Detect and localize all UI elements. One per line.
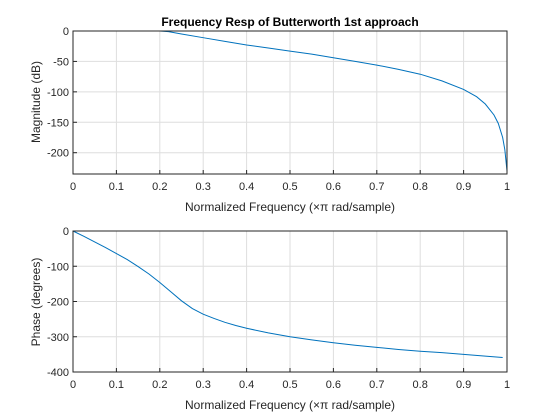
phase-x-tick-label: 0.1 (109, 379, 124, 391)
phase-x-tick-label: 0.8 (413, 379, 428, 391)
phase-axes: 0 0.1 0.2 0.3 0.4 0.5 0.6 0.7 0.8 0.9 1 -400 -300 -2… (29, 226, 510, 412)
phase-y-tick-label: -300 (47, 332, 69, 344)
magnitude-x-tick-label: 0.9 (456, 181, 471, 193)
phase-x-tick-label: 0.6 (326, 379, 341, 391)
magnitude-x-tick-label: 1 (504, 181, 510, 193)
phase-x-tick-label: 0.5 (282, 379, 297, 391)
magnitude-y-tick-label: -150 (47, 117, 69, 129)
magnitude-x-tick-label: 0.8 (413, 181, 428, 193)
phase-x-tick-label: 0 (70, 379, 76, 391)
phase-x-tick-label: 1 (504, 379, 510, 391)
magnitude-y-axis-label: Magnitude (dB) (29, 61, 43, 143)
phase-y-ticks: -400 -300 -200 -100 0 (47, 226, 77, 379)
phase-x-axis-label: Normalized Frequency (×π rad/sample) (185, 398, 395, 412)
magnitude-x-tick-label: 0.3 (196, 181, 211, 193)
phase-x-ticks: 0 0.1 0.2 0.3 0.4 0.5 0.6 0.7 0.8 0.9 1 (70, 368, 510, 391)
phase-curve (72, 230, 503, 359)
phase-x-tick-label: 0.2 (152, 379, 167, 391)
phase-x-tick-label: 0.3 (196, 379, 211, 391)
magnitude-axes: 0 0.1 0.2 0.3 0.4 0.5 0.6 0.7 0.8 0.9 1 -200 -150 -1… (29, 15, 510, 214)
magnitude-x-tick-label: 0 (70, 181, 76, 193)
phase-y-tick-label: -200 (47, 297, 69, 309)
magnitude-y-tick-label: -200 (47, 148, 69, 160)
magnitude-x-tick-label: 0.1 (109, 181, 124, 193)
phase-x-tick-label: 0.4 (239, 379, 254, 391)
magnitude-x-ticks: 0 0.1 0.2 0.3 0.4 0.5 0.6 0.7 0.8 0.9 1 (70, 170, 510, 193)
magnitude-x-tick-label: 0.5 (282, 181, 297, 193)
magnitude-x-axis-label: Normalized Frequency (×π rad/sample) (185, 200, 395, 214)
magnitude-y-tick-label: -50 (53, 56, 69, 68)
phase-y-tick-label: -100 (47, 261, 69, 273)
magnitude-y-ticks: -200 -150 -100 -50 0 (47, 26, 77, 160)
phase-y-tick-label: -400 (47, 367, 69, 379)
phase-x-tick-label: 0.7 (369, 379, 384, 391)
magnitude-x-tick-label: 0.7 (369, 181, 384, 193)
phase-y-axis-label: Phase (degrees) (29, 258, 43, 347)
magnitude-x-tick-label: 0.4 (239, 181, 254, 193)
phase-y-tick-label: 0 (63, 226, 69, 238)
magnitude-y-tick-label: 0 (63, 26, 69, 38)
magnitude-y-tick-label: -100 (47, 87, 69, 99)
magnitude-chart-title: Frequency Resp of Butterworth 1st approa… (161, 15, 418, 29)
magnitude-x-tick-label: 0.2 (152, 181, 167, 193)
magnitude-x-tick-label: 0.6 (326, 181, 341, 193)
phase-x-tick-label: 0.9 (456, 379, 471, 391)
